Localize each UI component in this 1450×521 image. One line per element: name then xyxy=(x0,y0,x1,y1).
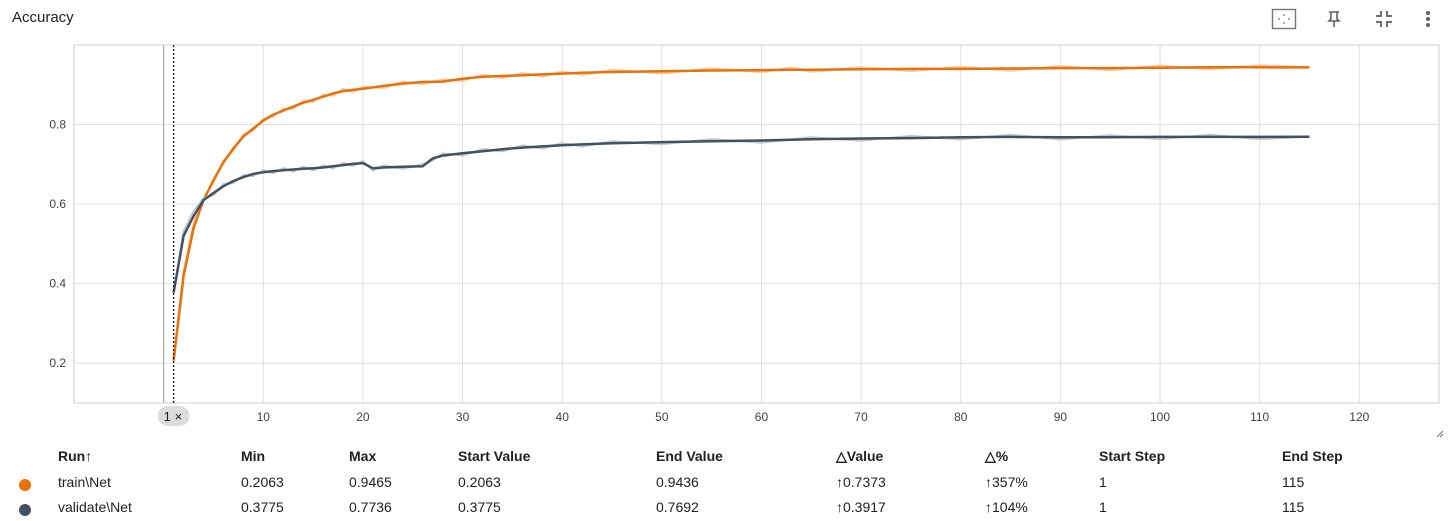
cell-run: validate\Net xyxy=(58,499,132,515)
train-color-dot xyxy=(19,479,31,491)
header-start-value: Start Value xyxy=(458,448,531,464)
cell-end-value: 0.9436 xyxy=(656,474,699,490)
collapse-icon[interactable] xyxy=(1370,6,1398,32)
header-run[interactable]: Run↑ xyxy=(58,448,93,464)
x-tick-label: 110 xyxy=(1250,410,1269,424)
header-max: Max xyxy=(349,448,377,464)
x-tick-label: 20 xyxy=(356,410,370,424)
y-tick-label: 0.6 xyxy=(49,197,66,211)
x-tick-label: 100 xyxy=(1150,410,1170,424)
cell-max: 0.9465 xyxy=(349,474,392,490)
plot-area xyxy=(73,44,1440,404)
table-row-train[interactable]: train\Net 0.2063 0.9465 0.2063 0.9436 ↑0… xyxy=(0,474,1450,496)
series-line-validate[interactable] xyxy=(172,135,1310,293)
cell-end-step: 115 xyxy=(1282,474,1305,490)
accuracy-line-chart[interactable]: 0.20.40.60.810 20 30 40 50 60 70 80 90 100 110 120 … xyxy=(0,0,1450,440)
cell-start-step: 1 xyxy=(1099,499,1107,515)
cell-delta-value: ↑0.3917 xyxy=(836,499,886,515)
cell-start-value: 0.3775 xyxy=(458,499,501,515)
series-raw-line-validate xyxy=(172,133,1310,293)
close-icon[interactable]: × xyxy=(175,409,183,424)
x-tick-label: 40 xyxy=(556,410,570,424)
step-marker[interactable]: 1 × xyxy=(157,406,190,426)
cell-end-step: 115 xyxy=(1282,499,1305,515)
y-tick-label: 0.4 xyxy=(49,277,66,291)
x-tick-label: 30 xyxy=(456,410,470,424)
cell-max: 0.7736 xyxy=(349,499,392,515)
cell-delta-percent: ↑104% xyxy=(985,499,1028,515)
step-marker-label: 1 xyxy=(164,409,171,424)
header-delta-percent: △% xyxy=(985,448,1009,464)
tick-labels: 0.2 0.4 0.6 0.8 10 20 30 40 50 60 70 80 90 100 110 120 xyxy=(49,118,1369,424)
validate-color-dot xyxy=(19,504,31,516)
pin-icon[interactable] xyxy=(1320,6,1348,32)
fit-domain-icon[interactable] xyxy=(1270,6,1298,32)
series-line-train[interactable] xyxy=(172,66,1310,361)
x-tick-label: 60 xyxy=(755,410,769,424)
cell-delta-percent: ↑357% xyxy=(985,474,1028,490)
header-min: Min xyxy=(241,448,266,464)
cell-min: 0.3775 xyxy=(241,499,284,515)
cell-start-value: 0.2063 xyxy=(458,474,501,490)
table-header: Run↑ Min Max Start Value End Value △Valu… xyxy=(0,448,1450,470)
resize-handle-icon[interactable] xyxy=(1434,428,1444,438)
y-tick-label: 0.2 xyxy=(49,356,66,370)
series-raw-line-train xyxy=(172,64,1310,361)
series-layer xyxy=(172,64,1310,361)
cell-delta-value: ↑0.7373 xyxy=(836,474,886,490)
cell-min: 0.2063 xyxy=(241,474,284,490)
y-tick-label: 0.8 xyxy=(49,118,66,132)
more-vert-icon[interactable] xyxy=(1414,6,1442,32)
x-tick-label: 90 xyxy=(1054,410,1068,424)
cell-end-value: 0.7692 xyxy=(656,499,699,515)
header-delta-value: △Value xyxy=(836,448,884,464)
header-end-step: End Step xyxy=(1282,448,1343,464)
x-tick-label: 10 xyxy=(257,410,271,424)
table-row-validate[interactable]: validate\Net 0.3775 0.7736 0.3775 0.7692… xyxy=(0,499,1450,521)
header-end-value: End Value xyxy=(656,448,723,464)
grid-lines xyxy=(74,45,1439,403)
x-tick-label: 120 xyxy=(1349,410,1369,424)
x-tick-label: 80 xyxy=(954,410,968,424)
cell-run: train\Net xyxy=(58,474,111,490)
x-tick-label: 50 xyxy=(655,410,669,424)
x-tick-label: 70 xyxy=(854,410,868,424)
cell-start-step: 1 xyxy=(1099,474,1107,490)
chart-title: Accuracy xyxy=(12,9,74,26)
header-start-step: Start Step xyxy=(1099,448,1166,464)
